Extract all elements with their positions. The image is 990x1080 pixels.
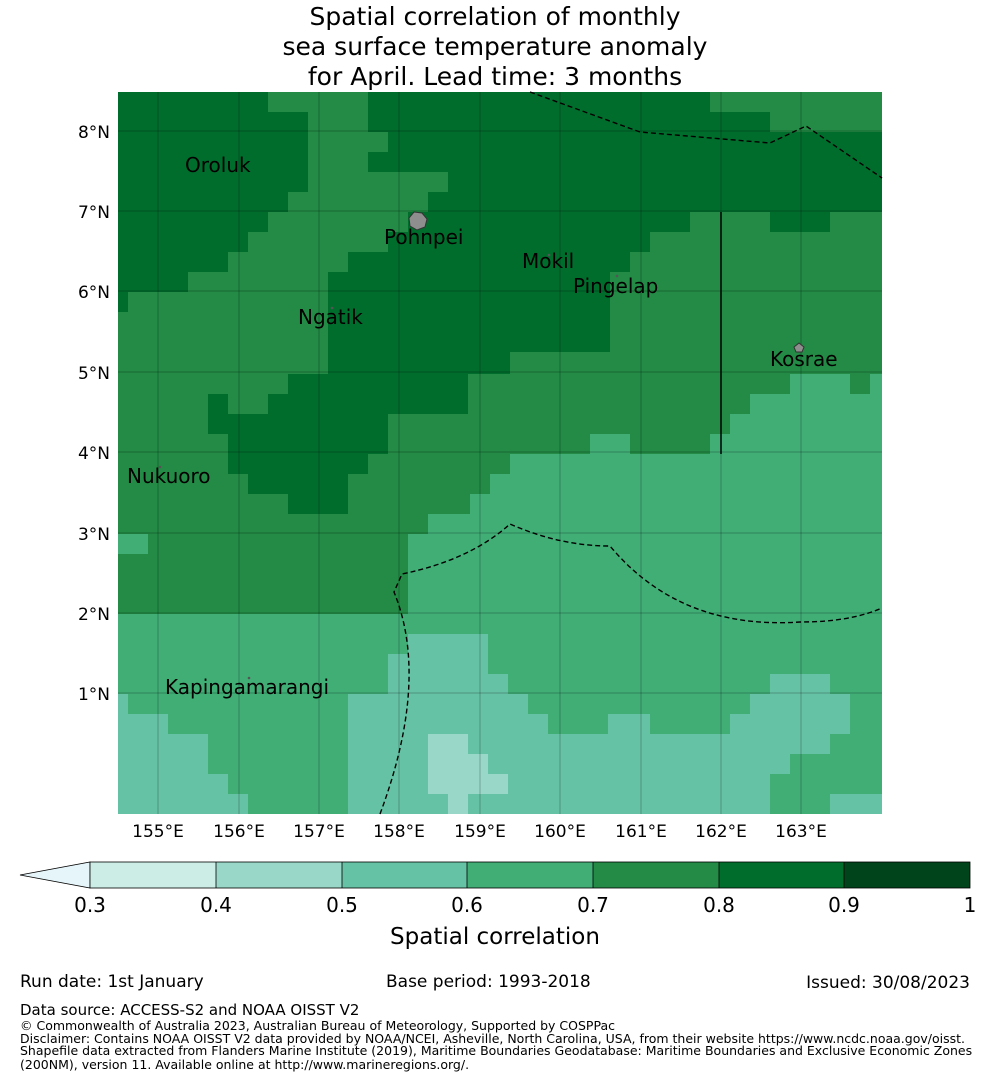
eez-boundary-south — [379, 523, 883, 815]
lat-tick-3n: 3°N — [78, 525, 110, 545]
lon-tick-163e: 163°E — [775, 822, 827, 842]
colorbar: 0.3 0.4 0.5 0.6 0.7 0.8 0.9 1 Spatial co… — [19, 861, 977, 950]
lat-tick-1n: 1°N — [78, 685, 110, 705]
colorbar-tick-0.8: 0.8 — [703, 893, 735, 917]
lon-tick-158e: 158°E — [373, 822, 425, 842]
place-label-nukuoro: Nukuoro — [127, 464, 211, 488]
title-line-1: Spatial correlation of monthly — [309, 2, 681, 31]
mokil-island-dot — [547, 253, 551, 257]
kapingamarangi-island-dot — [247, 676, 251, 680]
pohnpei-island-shape — [408, 211, 428, 231]
place-label-pingelap: Pingelap — [573, 274, 658, 298]
lat-tick-5n: 5°N — [78, 364, 110, 384]
zone-correlation-0.4-0.5 — [428, 734, 508, 814]
colorbar-bin-0.8-0.9 — [719, 862, 844, 888]
data-source: Data source: ACCESS-S2 and NOAA OISST V2 — [20, 1001, 360, 1019]
colorbar-bin-0.6-0.7 — [467, 862, 593, 888]
lat-tick-7n: 7°N — [78, 203, 110, 223]
lon-tick-161e: 161°E — [615, 822, 667, 842]
place-label-oroluk: Oroluk — [185, 153, 251, 177]
lat-tick-2n: 2°N — [78, 605, 110, 625]
zone-correlation-0.5-0.6-corner — [830, 794, 882, 814]
title-line-3: for April. Lead time: 3 months — [307, 62, 683, 91]
lon-tick-155e: 155°E — [132, 822, 184, 842]
zone-correlation-0.8-0.9-north — [208, 92, 882, 514]
colorbar-tick-0.7: 0.7 — [577, 893, 609, 917]
lon-tick-156e: 156°E — [213, 822, 265, 842]
zone-correlation-0.8-0.9-north-west — [118, 92, 308, 312]
disclaimer-line-2: Shapefile data extracted from Flanders M… — [20, 1043, 973, 1058]
lon-tick-159e: 159°E — [454, 822, 506, 842]
disclaimer-line-3: (200NM), version 11. Available online at… — [20, 1057, 470, 1072]
place-label-kapingamarangi: Kapingamarangi — [165, 675, 329, 699]
ngatik-island-dot — [330, 306, 334, 310]
place-label-pohnpei: Pohnpei — [384, 225, 464, 249]
colorbar-frame — [89, 861, 971, 889]
disclaimer-line-1: Disclaimer: Contains NOAA OISST V2 data … — [20, 1031, 965, 1046]
correlation-grid — [118, 92, 882, 814]
zone-correlation-0.5-0.6-south — [118, 694, 248, 814]
lon-tick-162e: 162°E — [695, 822, 747, 842]
pingelap-island-dot — [615, 274, 619, 278]
colorbar-tick-0.5: 0.5 — [326, 893, 358, 917]
colorbar-bin-0.7-0.8 — [593, 862, 719, 888]
colorbar-tick-0.4: 0.4 — [200, 893, 232, 917]
colorbar-tick-0.6: 0.6 — [451, 893, 483, 917]
lon-tick-157e: 157°E — [293, 822, 345, 842]
colorbar-under-extension — [19, 861, 91, 889]
nukuoro-island-dot — [158, 465, 162, 469]
run-date: Run date: 1st January — [20, 972, 204, 992]
map-title: Spatial correlation of monthly sea surfa… — [0, 2, 990, 92]
base-period: Base period: 1993-2018 — [386, 972, 591, 992]
colorbar-tick-1: 1 — [964, 893, 977, 917]
correlation-map: Oroluk Pohnpei Mokil Pingelap Ngatik Kos… — [19, 91, 977, 950]
place-label-mokil: Mokil — [522, 249, 574, 273]
lat-tick-6n: 6°N — [78, 283, 110, 303]
colorbar-bin-0.9-1 — [844, 862, 970, 888]
graticule — [118, 92, 882, 814]
place-label-ngatik: Ngatik — [298, 305, 363, 329]
kosrae-island-shape — [793, 342, 805, 353]
lat-tick-4n: 4°N — [78, 444, 110, 464]
colorbar-tick-0.3: 0.3 — [74, 893, 106, 917]
colorbar-tick-0.9: 0.9 — [828, 893, 860, 917]
issued-date: Issued: 30/08/2023 — [806, 973, 970, 993]
place-label-kosrae: Kosrae — [770, 347, 838, 371]
colorbar-bin-0.3-0.4 — [90, 862, 216, 888]
colorbar-label: Spatial correlation — [390, 924, 600, 950]
copyright-notice: © Commonwealth of Australia 2023, Austra… — [20, 1018, 615, 1033]
maritime-boundaries — [379, 91, 883, 815]
colorbar-bin-0.4-0.5 — [216, 862, 342, 888]
title-line-2: sea surface temperature anomaly — [282, 32, 708, 61]
colorbar-bin-0.5-0.6 — [342, 862, 467, 888]
lat-tick-8n: 8°N — [78, 123, 110, 143]
lon-tick-160e: 160°E — [534, 822, 586, 842]
